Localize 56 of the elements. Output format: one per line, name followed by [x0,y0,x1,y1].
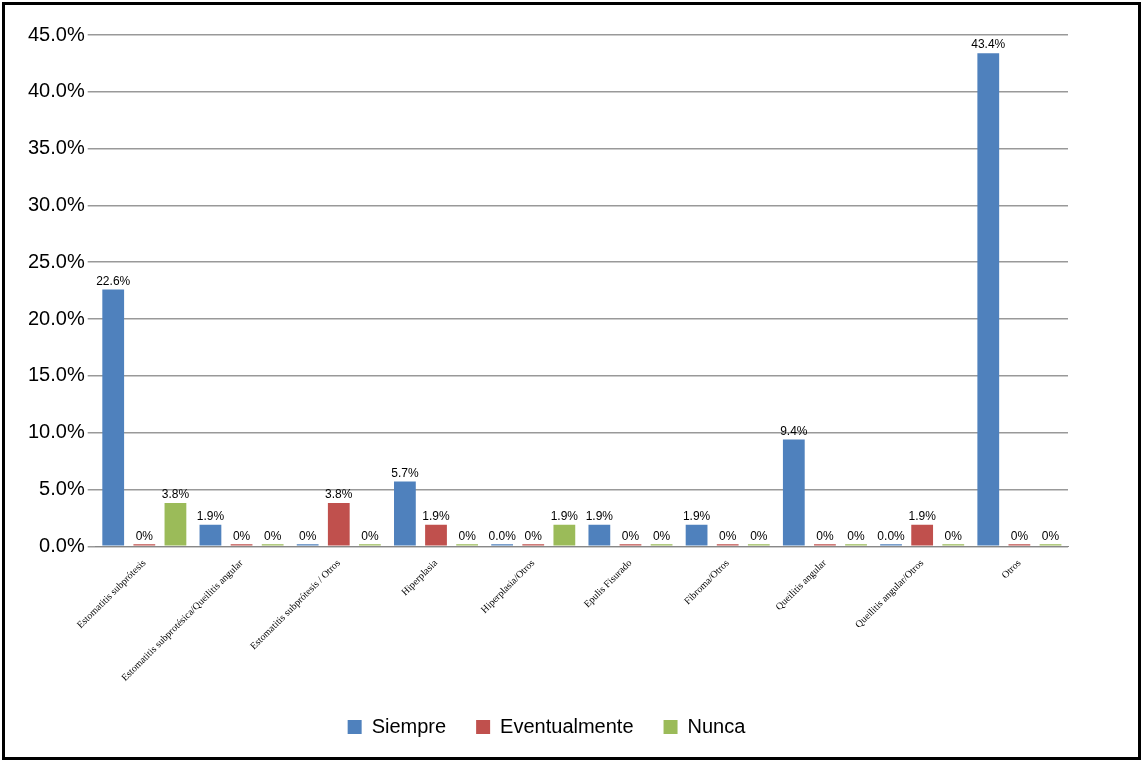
data-label: 1.9% [550,509,579,524]
data-label: 0% [816,528,834,543]
data-label: 0% [135,528,154,543]
bar [425,524,447,546]
data-label: 0% [1010,528,1029,543]
y-tick-label: 45.0% [27,22,85,45]
legend-label: Siempre [371,714,447,737]
y-tick-label: 30.0% [27,192,85,215]
data-label: 9.4% [780,423,808,438]
y-tick-label: 40.0% [27,79,85,102]
data-label: 0% [1041,528,1060,543]
x-tick-label: Otros [999,556,1023,581]
data-label: 3.8% [161,487,190,502]
bar [588,524,611,546]
bar [102,289,125,546]
data-label: 1.9% [585,509,614,524]
data-label: 0% [750,528,768,543]
bar [164,503,187,546]
y-tick-label: 5.0% [39,477,85,499]
data-label: 0% [719,528,737,543]
data-label: 22.6% [96,273,131,288]
data-label: 0% [847,528,866,543]
data-label: 5.7% [391,465,419,480]
data-label: 1.9% [422,509,451,524]
y-tick-label: 0.0% [39,533,85,556]
bar [327,503,350,546]
data-label: 0.0% [877,528,906,543]
data-label: 0% [232,528,251,543]
data-label: 1.9% [682,509,711,524]
data-label: 0% [652,528,671,543]
y-tick-label: 20.0% [27,306,85,329]
y-tick-label: 25.0% [27,249,85,272]
data-label: 1.9% [908,509,937,524]
bar [911,524,934,546]
legend-label: Nunca [687,714,747,737]
data-label: 0% [299,528,317,543]
legend-label: Eventualmente [500,714,634,737]
data-label: 0% [458,528,477,543]
y-tick-label: 35.0% [27,136,85,159]
data-label: 43.4% [971,37,1006,52]
data-label: 0.0% [488,528,517,543]
y-tick-label: 10.0% [27,420,85,443]
data-label: 0% [524,528,543,543]
bar [553,524,576,546]
y-tick-label: 15.0% [27,363,85,386]
data-label: 1.9% [196,509,225,524]
bar [685,524,708,546]
data-label: 3.8% [325,487,353,502]
data-label: 0% [621,528,640,543]
data-label: 0% [263,528,282,543]
data-label: 0% [944,528,963,543]
bar [782,439,805,546]
data-label: 0% [361,528,379,543]
bar [199,524,222,546]
bar [977,53,1000,546]
bar [394,481,416,546]
